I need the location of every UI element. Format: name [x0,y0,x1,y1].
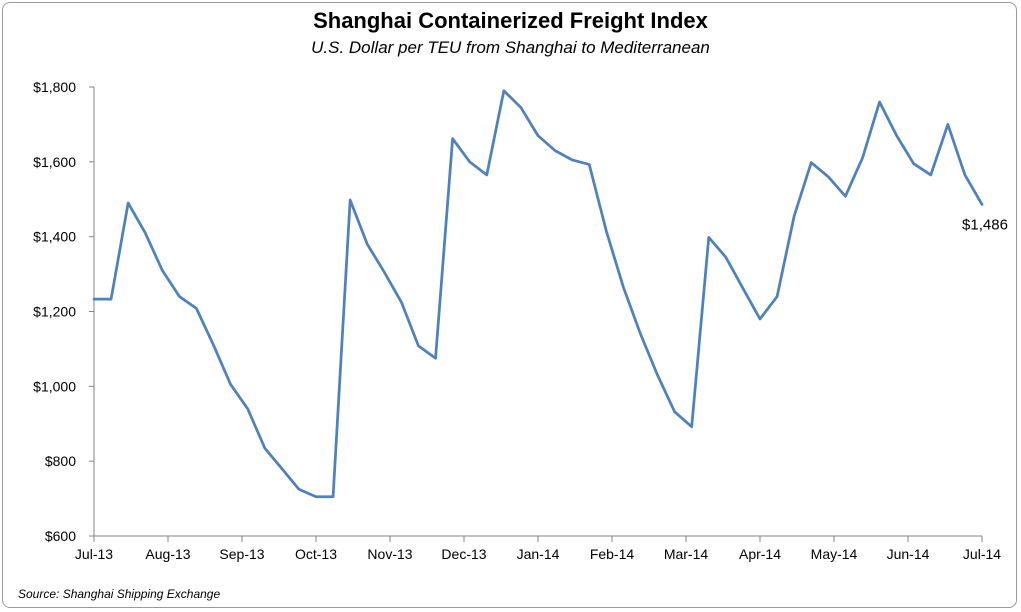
y-tick-label: $1,000 [33,378,76,394]
x-tick-label: Jun-14 [887,546,930,562]
y-tick-label: $1,600 [33,154,76,170]
end-value-label: $1,486 [962,216,1008,233]
x-tick-label: Mar-14 [664,546,709,562]
chart-source: Source: Shanghai Shipping Exchange [18,587,221,601]
y-tick-label: $1,200 [33,304,76,320]
x-tick-label: Sep-13 [219,546,264,562]
x-tick-label: May-14 [811,546,858,562]
x-tick-label: Aug-13 [145,546,190,562]
x-tick-label: Oct-13 [295,546,337,562]
x-tick-label: Jul-13 [75,546,113,562]
x-tick-label: Apr-14 [739,546,781,562]
y-tick-label: $1,400 [33,229,76,245]
series-line [92,89,984,499]
y-tick-label: $600 [45,528,76,544]
chart-subtitle: U.S. Dollar per TEU from Shanghai to Med… [311,38,710,57]
x-tick-label: Jul-14 [963,546,1001,562]
x-tick-label: Jan-14 [517,546,560,562]
x-tick-label: Nov-13 [367,546,412,562]
y-tick-label: $1,800 [33,79,76,95]
x-tick-label: Feb-14 [590,546,635,562]
y-tick-label: $800 [45,453,76,469]
x-tick-label: Dec-13 [441,546,486,562]
chart-title: Shanghai Containerized Freight Index [313,8,708,33]
